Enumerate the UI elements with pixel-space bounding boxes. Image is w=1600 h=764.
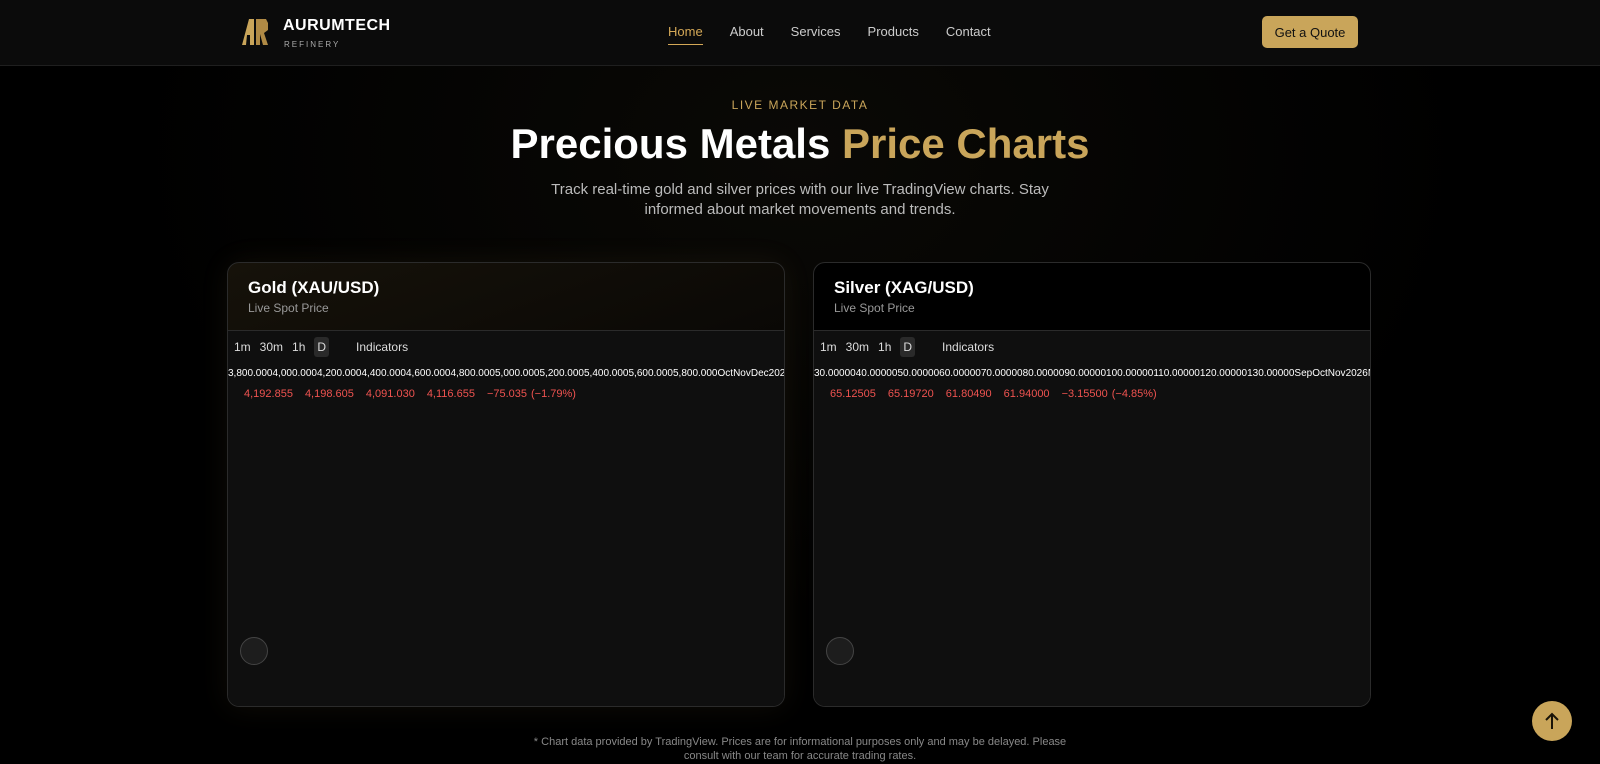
x-tick-label: 2026: [768, 368, 785, 379]
tagline: REFINERY: [284, 40, 341, 49]
ohlc-value: 61.80490: [945, 388, 992, 400]
toolbar: 1m 30m 1h D Indicators: [228, 330, 784, 363]
brand: AURUMTECH: [283, 17, 391, 34]
ohlc-value: (−1.79%): [531, 388, 576, 400]
ohlc-legend: 4,192.855 4,198.605 4,091.030 4,116.655 −75.…: [244, 388, 576, 400]
chart-area: 3,800.0004,000.0004,200.0004,400.0004,60…: [228, 363, 785, 706]
y-tick-label: 60.00000: [939, 368, 981, 379]
plot: 3,800.0004,000.0004,200.0004,400.0004,60…: [228, 363, 785, 381]
chart-card: Silver (XAG/USD) Live Spot Price 1m 30m 1h D I…: [813, 262, 1371, 707]
y-tick-label: 5,600.000: [628, 368, 674, 379]
ohlc-value: −75.035: [486, 388, 528, 400]
x-tick-label: Sep: [1294, 368, 1313, 379]
title-accent: Price Charts: [842, 120, 1090, 167]
y-tick-label: 5,800.000: [673, 368, 718, 379]
nav-links: Home About Services Products Contact: [668, 24, 991, 45]
chart-card: Gold (XAU/USD) Live Spot Price 1m 30m 1h D Ind…: [227, 262, 785, 707]
ohlc-value: 61.94000: [1003, 388, 1050, 400]
y-tick-label: 80.00000: [1022, 368, 1065, 379]
interval[interactable]: 1m: [234, 340, 251, 354]
ohlc-value: 4,192.855: [244, 388, 293, 400]
chart-area: 30.0000040.0000050.0000060.0000070.00000…: [814, 363, 1370, 706]
quote-button[interactable]: Get a Quote: [1262, 16, 1358, 48]
y-tick-label: 100.00000: [1106, 368, 1154, 379]
tradingview-logo[interactable]: [826, 637, 854, 665]
y-tick-label: 5,200.000: [539, 368, 585, 379]
footer-note: * Chart data provided by TradingView. Pr…: [533, 736, 1067, 762]
y-tick-label: 5,000.000: [495, 368, 540, 379]
y-tick-label: 50.00000: [897, 368, 940, 379]
x-tick-label: Nov: [733, 368, 751, 379]
hero-subtitle: Track real-time gold and silver prices w…: [551, 181, 1049, 218]
scroll-top[interactable]: [1532, 701, 1572, 741]
ohlc-value: 4,091.030: [365, 388, 415, 400]
y-tick-label: 40.00000: [855, 368, 898, 379]
eyebrow: LIVE MARKET DATA: [731, 98, 869, 112]
y-tick-label: 5,400.000: [584, 368, 629, 379]
title-main: Precious Metals: [510, 120, 831, 167]
y-tick-label: 4,800.000: [450, 368, 496, 379]
y-tick-label: 4,200.000: [317, 368, 362, 379]
y-tick-label: 120.00000: [1199, 368, 1248, 379]
y-tick-label: 110.00000: [1153, 368, 1200, 379]
nav-link[interactable]: Home: [668, 24, 703, 45]
card-title: Silver (XAG/USD): [834, 278, 974, 297]
hero-title: Precious Metals Price Charts: [0, 120, 1600, 168]
nav-link[interactable]: Contact: [945, 24, 991, 39]
x-tick-label: Mar: [1368, 368, 1370, 379]
interval[interactable]: D: [900, 337, 916, 357]
card-subtitle: Live Spot Price: [248, 301, 329, 315]
ohlc-value: 65.12505: [830, 388, 876, 400]
x-tick-label: Oct: [717, 368, 734, 379]
interval[interactable]: 30m: [259, 340, 284, 354]
x-tick-label: 2026: [1345, 368, 1368, 379]
interval[interactable]: 1m: [820, 340, 837, 354]
y-tick-label: 130.00000: [1247, 368, 1295, 379]
y-tick-label: 3,800.000: [228, 368, 273, 379]
y-tick-label: 4,000.000: [272, 368, 318, 379]
x-tick-label: Oct: [1312, 368, 1328, 379]
tradingview-logo[interactable]: [240, 637, 268, 665]
ohlc-value: −3.15500: [1061, 388, 1108, 400]
nav-link[interactable]: About: [729, 24, 764, 39]
y-tick-label: 70.00000: [980, 368, 1023, 379]
card-subtitle: Live Spot Price: [834, 301, 915, 315]
ohlc-value: 4,198.605: [304, 388, 354, 400]
y-tick-label: 30.00000: [814, 368, 856, 379]
logo: [242, 19, 268, 45]
ohlc-value: 65.19720: [887, 388, 934, 400]
ohlc-value: (−4.85%): [1111, 388, 1157, 400]
card-title: Gold (XAU/USD): [248, 278, 380, 297]
nav-link[interactable]: Services: [790, 24, 841, 39]
y-tick-label: 90.00000: [1064, 368, 1107, 379]
y-tick-label: 4,600.000: [406, 368, 451, 379]
indicators-button[interactable]: Indicators: [942, 340, 995, 354]
ohlc-legend: 65.12505 65.19720 61.80490 61.94000 −3.15500…: [830, 388, 1157, 400]
indicators-button[interactable]: Indicators: [356, 340, 409, 354]
x-tick-label: Dec: [750, 368, 769, 379]
y-tick-label: 4,400.000: [361, 368, 407, 379]
interval[interactable]: D: [314, 337, 330, 357]
interval[interactable]: 30m: [845, 340, 870, 354]
interval[interactable]: 1h: [292, 340, 306, 354]
nav-link[interactable]: Products: [867, 24, 919, 39]
ohlc-value: 4,116.655: [426, 388, 475, 400]
toolbar: 1m 30m 1h D Indicators: [814, 330, 1370, 363]
plot: 30.0000040.0000050.0000060.0000070.00000…: [814, 363, 1370, 381]
navbar: AURUMTECH REFINERY Home About Services Prod…: [0, 0, 1600, 66]
interval[interactable]: 1h: [878, 340, 892, 354]
x-tick-label: Nov: [1327, 368, 1346, 379]
